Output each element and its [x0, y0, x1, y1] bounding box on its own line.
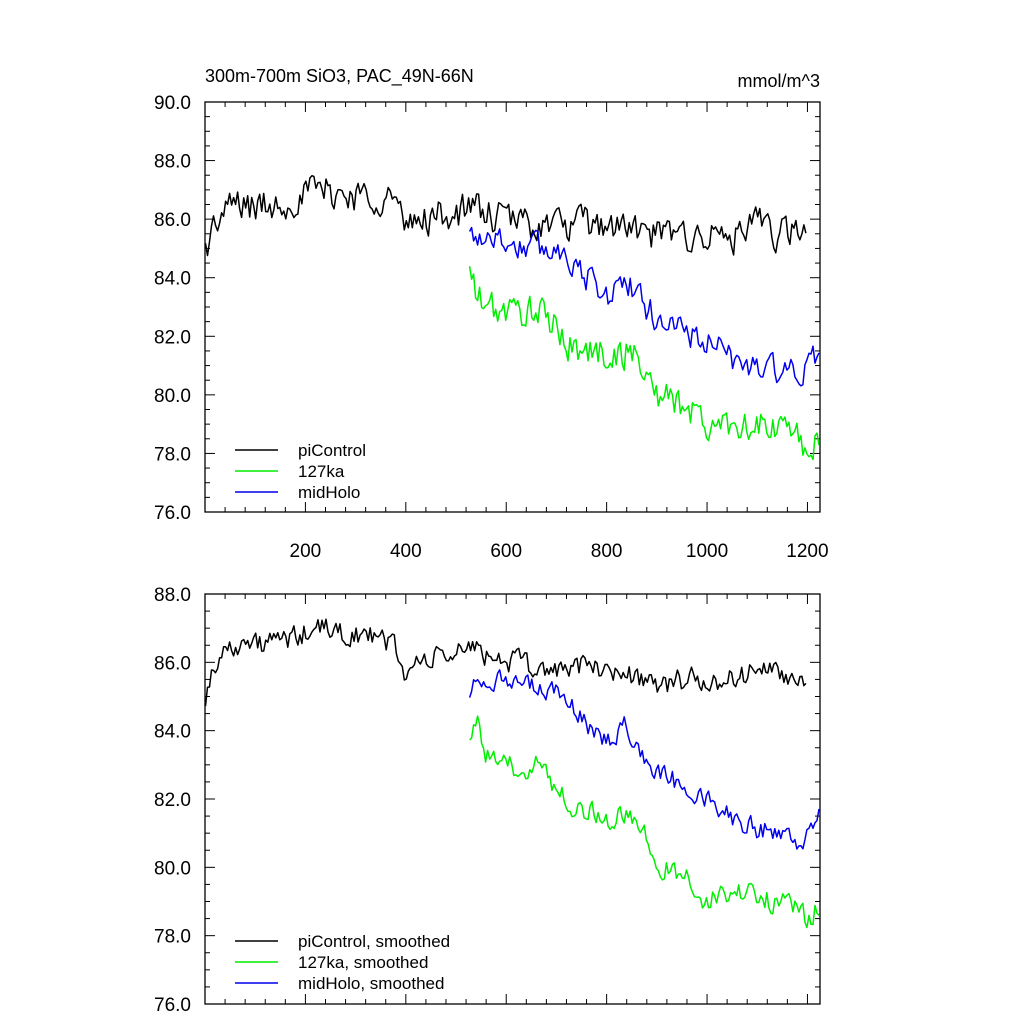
y-tick-label: 86.0: [154, 653, 191, 674]
x-tick-label: 800: [591, 541, 623, 562]
y-tick-label: 86.0: [154, 210, 191, 231]
legend-label-midholo: midHolo: [298, 483, 360, 502]
y-tick-label: 90.0: [154, 93, 191, 114]
legend-label-127ka: 127ka: [298, 462, 345, 481]
y-tick-label: 76.0: [154, 995, 191, 1016]
series-line-picontrol: [204, 174, 807, 257]
top-panel: 76.0 78.0 80.0 82.0 84.0 86.0 88.0 90.0 200 400 6…: [154, 93, 829, 562]
y-tick-label: 80.0: [154, 858, 191, 879]
y-tick-label: 84.0: [154, 269, 191, 290]
series-line-midholo-smoothed: [468, 669, 820, 850]
x-tick-label: 1200: [786, 541, 828, 562]
bottom-panel: 76.0 78.0 80.0 82.0 84.0 86.0 88.0 piControl, …: [154, 585, 821, 1016]
legend-label-picontrol-smoothed: piControl, smoothed: [298, 932, 450, 951]
y-tick-label: 78.0: [154, 927, 191, 948]
x-tick-label: 1000: [686, 541, 728, 562]
top-minor-ticks: [205, 102, 820, 512]
y-tick-label: 88.0: [154, 152, 191, 173]
y-tick-label: 84.0: [154, 722, 191, 743]
series-line-picontrol-smoothed: [204, 618, 807, 707]
y-tick-label: 88.0: [154, 585, 191, 606]
x-tick-label: 600: [490, 541, 522, 562]
y-tick-label: 82.0: [154, 327, 191, 348]
bottom-y-axis: 76.0 78.0 80.0 82.0 84.0 86.0 88.0: [154, 585, 820, 1016]
chart-units: mmol/m^3: [738, 71, 820, 91]
y-tick-label: 82.0: [154, 790, 191, 811]
top-legend: piControl 127ka midHolo: [235, 441, 366, 502]
bottom-legend: piControl, smoothed 127ka, smoothed midH…: [235, 932, 450, 993]
legend-label-midholo-smoothed: midHolo, smoothed: [298, 974, 444, 993]
legend-label-picontrol: piControl: [298, 441, 366, 460]
series-line-127ka-smoothed: [469, 715, 820, 929]
y-tick-label: 78.0: [154, 444, 191, 465]
top-x-axis: 200 400 600 800 1000 1200: [290, 102, 829, 562]
x-tick-label: 200: [290, 541, 322, 562]
bottom-series-group: [204, 618, 820, 929]
top-series-group: [204, 174, 820, 461]
legend-label-127ka-smoothed: 127ka, smoothed: [298, 953, 428, 972]
x-tick-label: 400: [390, 541, 422, 562]
top-y-axis: 76.0 78.0 80.0 82.0 84.0 86.0 88.0 90.0: [154, 93, 820, 524]
series-line-midholo: [468, 226, 820, 387]
bottom-x-axis: [304, 594, 808, 1004]
y-tick-label: 76.0: [154, 503, 191, 524]
y-tick-label: 80.0: [154, 386, 191, 407]
chart-title: 300m-700m SiO3, PAC_49N-66N: [205, 66, 474, 87]
series-line-127ka: [468, 266, 820, 461]
